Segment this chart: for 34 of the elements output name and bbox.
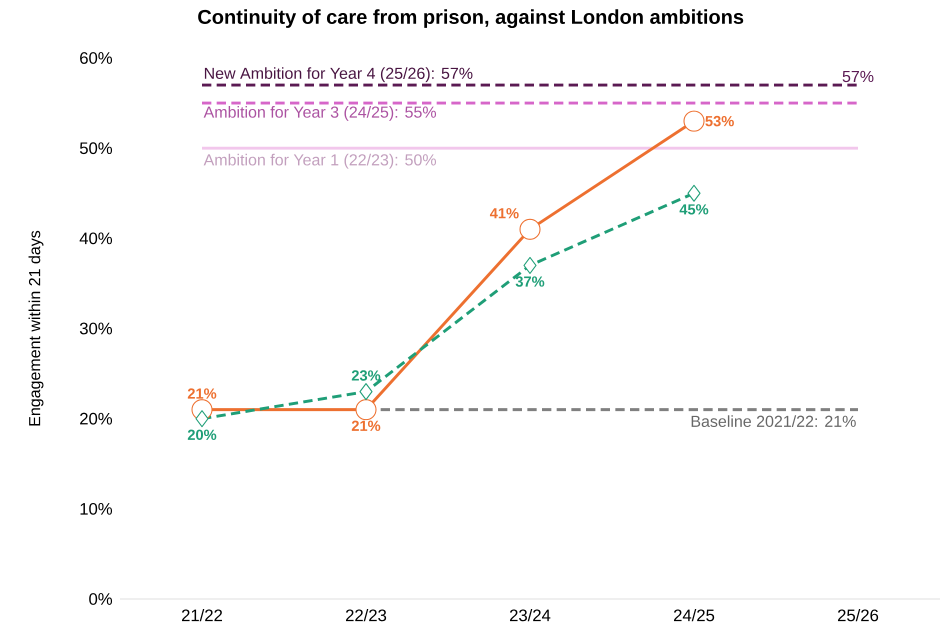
- data-label: 21%: [188, 388, 216, 399]
- x-tick-label: 23/24: [510, 609, 550, 622]
- data-label: 20%: [188, 430, 216, 440]
- data-label: 41%: [490, 208, 519, 218]
- point: [355, 399, 377, 420]
- y-tick-label: 30%: [80, 322, 112, 334]
- chart-title: Continuity of care from prison, against London ambitions: [198, 9, 744, 28]
- y-tick-label: 40%: [80, 232, 112, 244]
- annotation: 57%: [842, 70, 874, 82]
- y-tick-label: 10%: [80, 502, 112, 515]
- series-label: New Ambition for Year 4 (25/26): 57%: [204, 67, 472, 82]
- point: [523, 256, 537, 274]
- y-tick-label: 50%: [80, 142, 112, 154]
- y-axis-title: Engagement within 21 days: [28, 230, 44, 426]
- x-tick-label: 25/26: [838, 609, 878, 622]
- data-label: 21%: [352, 420, 380, 431]
- series-label: Ambition for Year 3 (24/25): 55%: [204, 106, 436, 121]
- x-tick-label: 21/22: [182, 609, 222, 622]
- data-label: 23%: [352, 370, 380, 381]
- point: [519, 218, 541, 240]
- x-tick-label: 24/25: [674, 609, 714, 622]
- data-label: 37%: [516, 276, 544, 287]
- y-tick-label: 20%: [80, 412, 112, 425]
- point: [359, 383, 373, 400]
- x-tick-label: 22/23: [346, 609, 386, 622]
- point: [683, 110, 705, 132]
- series-label: Baseline 2021/22: 21%: [692, 415, 856, 427]
- y-tick-label: 60%: [80, 52, 112, 64]
- point: [687, 184, 701, 202]
- point: [195, 410, 209, 428]
- series-label: Ambition for Year 1 (22/23): 50%: [204, 154, 436, 169]
- y-tick-label: 0%: [89, 593, 112, 605]
- data-label: 45%: [680, 204, 708, 215]
- data-label: 53%: [705, 116, 734, 126]
